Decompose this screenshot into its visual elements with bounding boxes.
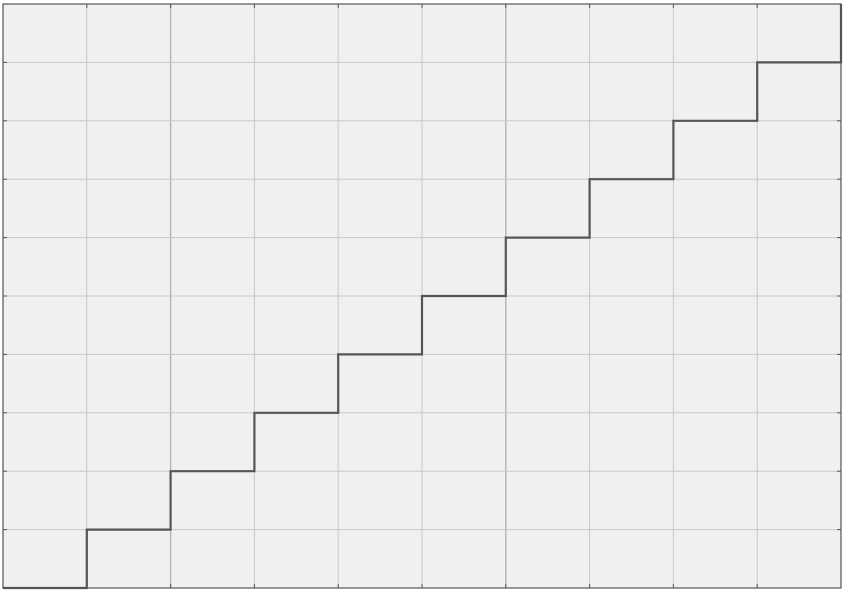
series-line-0: [3, 4, 843, 590]
plot-frame: [2, 3, 842, 589]
series-layer: [3, 4, 843, 590]
